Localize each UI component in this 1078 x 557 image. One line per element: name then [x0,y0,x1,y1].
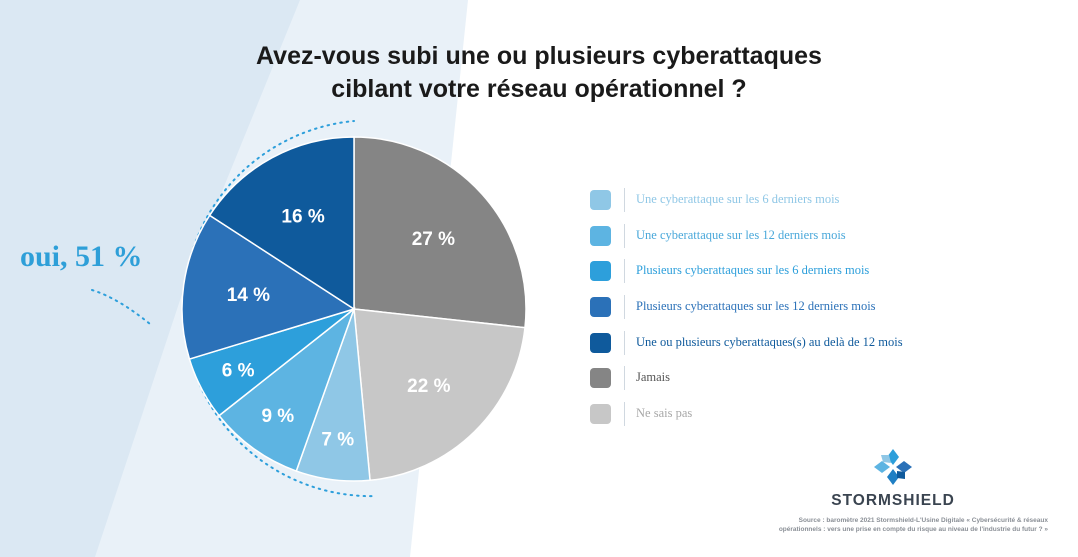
source-line-1: Source : baromètre 2021 Stormshield-L'Us… [798,517,1048,524]
pie-slice-1 [353,308,526,482]
legend-swatch [590,261,611,282]
pie-label-0: 27 % [412,229,455,250]
legend-swatch [590,297,611,318]
legend-label: Une ou plusieurs cyberattaques(s) au del… [636,334,903,349]
legend-separator [624,223,625,248]
pie-slice-5 [181,214,356,361]
yes-total-callout: oui, 51 % [20,240,143,273]
legend-label: Ne sais pas [636,406,693,421]
pie-slice-0 [353,136,527,329]
legend-swatch [590,190,611,210]
pie-label-1: 22 % [407,376,450,397]
chart-title-line-1: Avez-vous subi une ou plusieurs cyberatt… [256,42,822,70]
pie-label-4: 6 % [222,361,255,382]
pie-slice-6 [208,136,355,311]
pie-label-3: 9 % [261,406,294,427]
pie-label-5: 14 % [227,285,270,306]
background-mid-shape [0,0,300,557]
callout-leader-line [91,289,151,325]
legend-label: Jamais [636,370,671,385]
pie-slice-3 [217,306,356,472]
source-line-2: opérationnels : vers une prise en compte… [778,526,1048,533]
legend-label: Plusieurs cyberattaques sur les 12 derni… [636,299,876,314]
legend-swatch [590,404,611,425]
legend-swatch [590,225,611,246]
legend-label: Une cyberattaque sur les 12 derniers moi… [636,227,846,242]
pie-slices [181,136,527,482]
stormshield-logo-icon [874,449,912,485]
legend-separator [624,295,625,320]
legend-label: Une cyberattaque sur les 6 derniers mois [636,192,840,206]
legend-separator [624,259,625,284]
legend-separator [624,366,625,391]
legend-separator [624,330,625,355]
legend-separator [624,402,625,427]
source-note: Source : baromètre 2021 Stormshield-L'Us… [700,516,1048,534]
legend-separator [624,188,625,212]
brand-name: STORMSHIELD [831,492,955,509]
legend-swatch [590,332,611,353]
pie-labels: 27 % 22 % 7 % 9 % 6 % 14 % 16 % [222,206,455,450]
legend-swatch [590,368,611,389]
legend-label: Plusieurs cyberattaques sur les 6 dernie… [636,263,870,278]
pie-label-2: 7 % [321,430,354,451]
pie-label-6: 16 % [281,206,324,227]
chart-title-line-2: ciblant votre réseau opérationnel ? [331,75,747,103]
